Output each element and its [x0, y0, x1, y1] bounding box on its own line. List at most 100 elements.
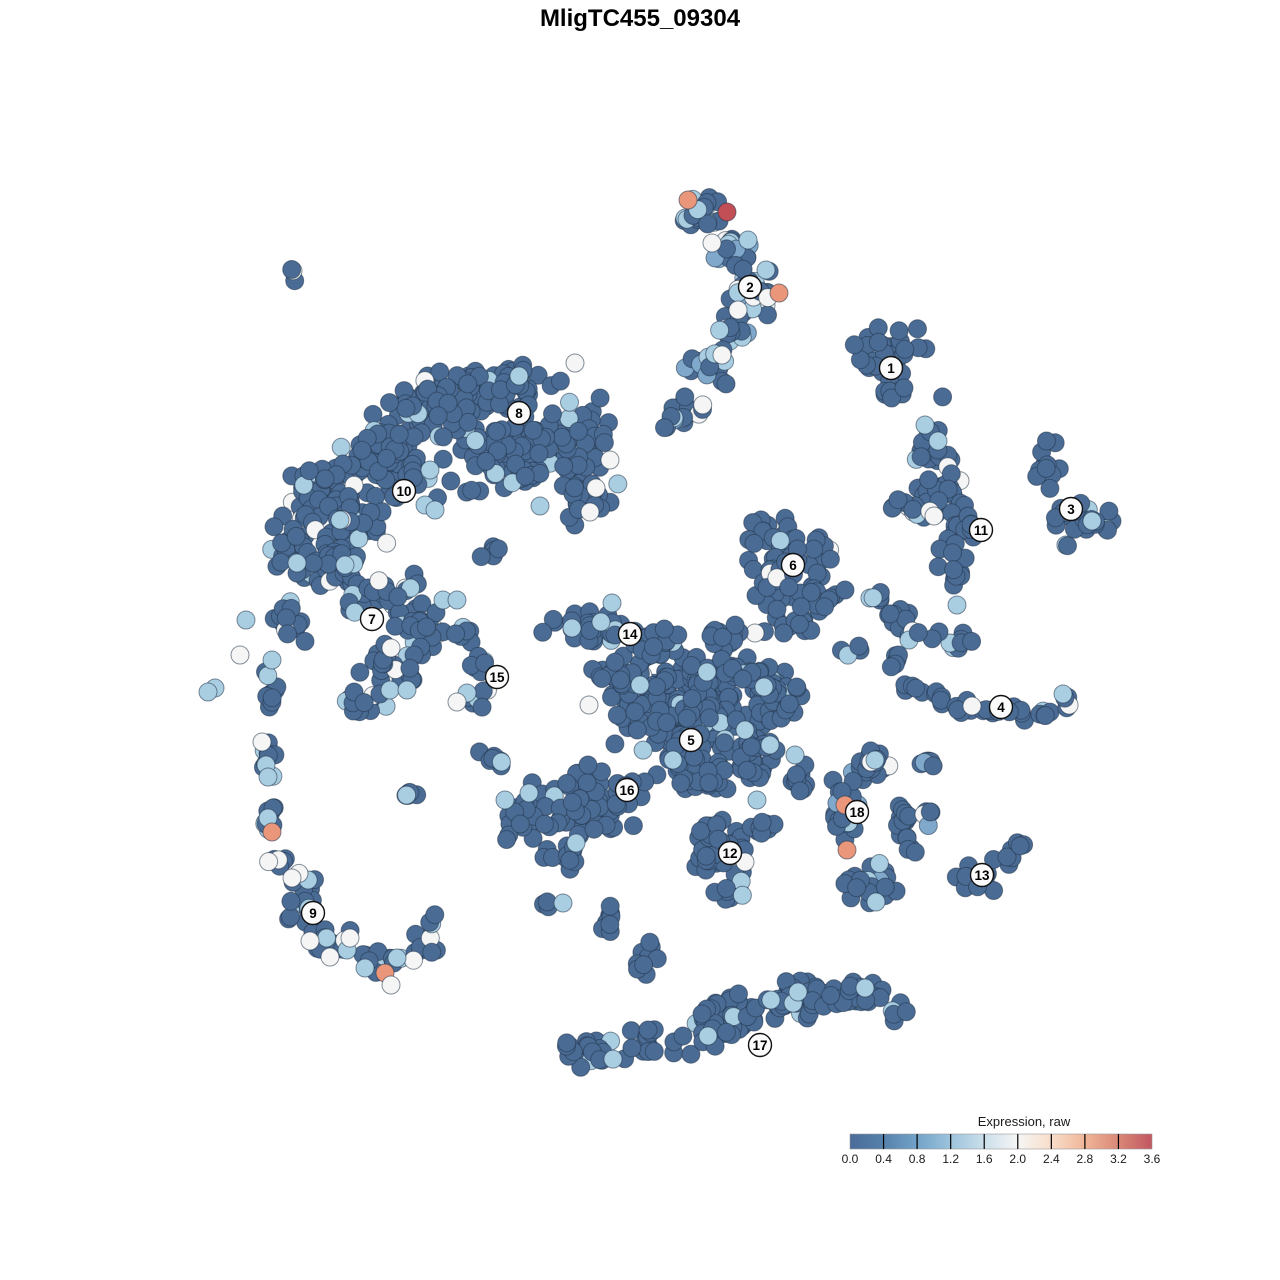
- data-point: [630, 675, 650, 695]
- data-point: [497, 830, 517, 849]
- data-point: [671, 773, 691, 793]
- cluster-label-7: 7: [359, 606, 385, 632]
- data-point: [543, 404, 562, 424]
- data-point: [915, 415, 935, 435]
- data-point: [692, 1004, 712, 1024]
- expression-legend: Expression, raw 0.0 0.4 0.8 1.2 1.6 2.0 2.4 2.8…: [842, 1114, 1161, 1166]
- data-point: [1010, 836, 1030, 856]
- cluster-label-3: 3: [1058, 496, 1084, 522]
- data-point: [530, 496, 550, 516]
- data-point: [933, 387, 953, 407]
- data-point: [458, 374, 478, 394]
- cluster-label-12: 12: [717, 840, 743, 866]
- data-point: [944, 560, 964, 580]
- data-point: [554, 456, 574, 476]
- data-point: [761, 990, 781, 1010]
- data-point: [472, 697, 492, 717]
- data-point: [579, 695, 599, 715]
- data-point: [488, 539, 508, 559]
- data-point: [363, 404, 383, 424]
- data-point: [895, 339, 915, 359]
- data-point: [790, 781, 810, 801]
- data-point: [882, 388, 902, 408]
- data-point: [928, 557, 948, 577]
- cluster-label-circle: [737, 274, 763, 300]
- data-point: [906, 678, 926, 698]
- data-point: [880, 604, 900, 624]
- data-point: [1053, 684, 1073, 704]
- data-point: [702, 233, 722, 253]
- legend-tick-labels: 0.0 0.4 0.8 1.2 1.6 2.0 2.4 2.8 3.2 3.6: [842, 1152, 1161, 1166]
- data-point: [752, 812, 772, 832]
- data-point: [787, 677, 807, 697]
- data-point: [230, 645, 250, 665]
- cluster-label-text: 7: [368, 612, 376, 627]
- data-point: [491, 752, 511, 772]
- cluster-label-text: 12: [722, 846, 737, 861]
- data-point: [691, 821, 710, 841]
- data-point: [1035, 706, 1055, 725]
- data-point: [1099, 501, 1119, 521]
- data-point: [397, 680, 417, 700]
- data-point: [1082, 511, 1102, 531]
- data-point: [295, 631, 315, 651]
- cluster-label-text: 18: [849, 805, 865, 820]
- data-point: [282, 868, 302, 888]
- data-point: [941, 464, 961, 484]
- data-point: [550, 371, 570, 391]
- cluster-label-text: 15: [489, 670, 505, 685]
- cluster-label-18: 18: [844, 799, 870, 825]
- data-point: [911, 447, 931, 467]
- cluster-label-10: 10: [391, 478, 417, 504]
- legend-tick-label: 2.4: [1043, 1152, 1060, 1166]
- data-point: [869, 854, 889, 873]
- cluster-label-text: 11: [974, 523, 989, 538]
- data-point: [804, 539, 824, 559]
- data-point: [320, 947, 340, 967]
- data-point: [380, 393, 399, 413]
- data-point: [400, 658, 420, 678]
- data-point: [1040, 478, 1060, 498]
- data-point: [638, 1020, 658, 1040]
- data-point: [698, 214, 718, 234]
- data-point: [259, 852, 279, 872]
- data-point: [716, 879, 736, 898]
- data-point: [920, 802, 940, 822]
- data-point: [863, 588, 883, 608]
- data-point: [262, 688, 282, 708]
- data-point: [785, 745, 805, 765]
- data-point: [820, 549, 840, 569]
- cluster-label-circle: [780, 552, 806, 578]
- data-point: [767, 599, 787, 619]
- data-point: [605, 734, 625, 754]
- data-point: [603, 1049, 623, 1069]
- legend-tick-label: 0.0: [842, 1152, 859, 1166]
- data-point: [352, 440, 372, 460]
- data-point: [716, 1022, 736, 1042]
- data-point: [698, 1026, 718, 1046]
- data-point: [779, 577, 799, 597]
- data-point: [774, 623, 794, 643]
- data-point: [997, 847, 1017, 867]
- data-point: [756, 260, 776, 280]
- data-point: [533, 622, 553, 642]
- data-point: [580, 502, 600, 522]
- data-point: [744, 533, 764, 553]
- data-point: [592, 669, 612, 688]
- data-point: [565, 353, 585, 373]
- data-point: [446, 624, 466, 644]
- data-point: [510, 814, 530, 834]
- data-point: [278, 624, 297, 644]
- data-point: [462, 480, 482, 500]
- data-point: [849, 636, 869, 656]
- data-point: [678, 190, 698, 210]
- data-point: [729, 984, 748, 1004]
- data-point: [300, 931, 320, 951]
- data-point: [815, 597, 835, 617]
- legend-tick-label: 2.8: [1077, 1152, 1094, 1166]
- cluster-label-11: 11: [968, 517, 994, 543]
- data-point: [396, 398, 416, 418]
- data-point: [717, 202, 737, 222]
- data-point: [535, 814, 554, 834]
